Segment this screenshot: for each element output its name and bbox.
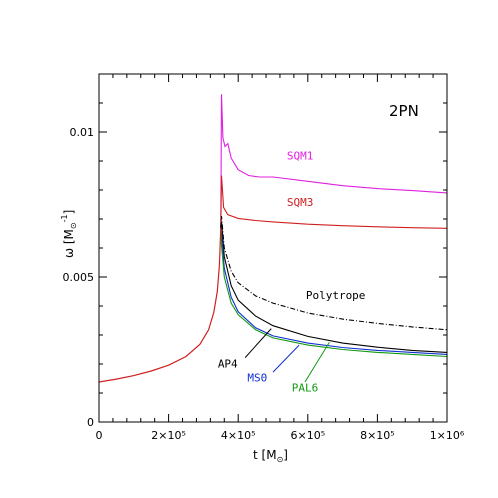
x-axis-label-end: ] bbox=[283, 448, 288, 462]
series-label-polytrope: Polytrope bbox=[306, 289, 366, 302]
series-line-ap4 bbox=[220, 221, 448, 353]
pointer-ap4 bbox=[244, 328, 272, 358]
series-label-pal6: PAL6 bbox=[292, 381, 319, 394]
y-axis-label-sup: -1 bbox=[60, 214, 69, 222]
x-tick-label-5: 1×10⁶ bbox=[430, 429, 465, 442]
x-axis-label-main: t [M bbox=[253, 448, 277, 462]
y-axis-label-sub: ⊙ bbox=[69, 222, 78, 229]
pointer-ms0 bbox=[272, 344, 300, 373]
x-tick-label-1: 2×10⁵ bbox=[151, 429, 186, 442]
x-tick-label-4: 8×10⁵ bbox=[360, 429, 395, 442]
y-tick-label-2: 0.01 bbox=[70, 126, 95, 139]
plot-frame bbox=[98, 73, 448, 423]
y-axis-label-main: ω [M bbox=[62, 229, 76, 258]
tick-labels: 0 2×10⁵ 4×10⁵ 6×10⁵ 8×10⁵ 1×10⁶ 0 0.005 0.01 bbox=[63, 126, 465, 442]
series-label-sqm1: SQM1 bbox=[287, 150, 314, 163]
x-tick-label-3: 6×10⁵ bbox=[290, 429, 325, 442]
series-label-sqm3: SQM3 bbox=[287, 196, 314, 209]
series-label-ms0: MS0 bbox=[247, 371, 267, 384]
series-lines bbox=[98, 94, 448, 383]
series-labels: SQM1 SQM3 Polytrope AP4 MS0 PAL6 bbox=[218, 150, 366, 395]
x-axis-label: t [M⊙] bbox=[253, 448, 288, 464]
y-tick-label-1: 0.005 bbox=[63, 271, 95, 284]
series-line-polytrope bbox=[220, 216, 448, 331]
series-line-ms0 bbox=[220, 227, 448, 355]
x-axis-label-sub: ⊙ bbox=[277, 455, 284, 464]
x-tick-label-2: 4×10⁵ bbox=[221, 429, 256, 442]
label-pointers bbox=[244, 328, 330, 383]
axis-ticks bbox=[98, 73, 448, 423]
y-tick-label-0: 0 bbox=[87, 416, 94, 429]
pointer-pal6 bbox=[304, 341, 330, 383]
series-label-ap4: AP4 bbox=[218, 357, 238, 370]
y-axis-label-end: ] bbox=[62, 210, 76, 215]
series-line-sqm3 bbox=[220, 175, 448, 229]
series-line-sqm1 bbox=[220, 94, 448, 228]
y-axis-label: ω [M⊙-1] bbox=[60, 210, 78, 258]
series-line-pal6 bbox=[220, 227, 448, 358]
x-tick-label-0: 0 bbox=[96, 429, 103, 442]
series-line-inspiral bbox=[98, 227, 222, 383]
panel-annotation: 2PN bbox=[389, 102, 419, 120]
